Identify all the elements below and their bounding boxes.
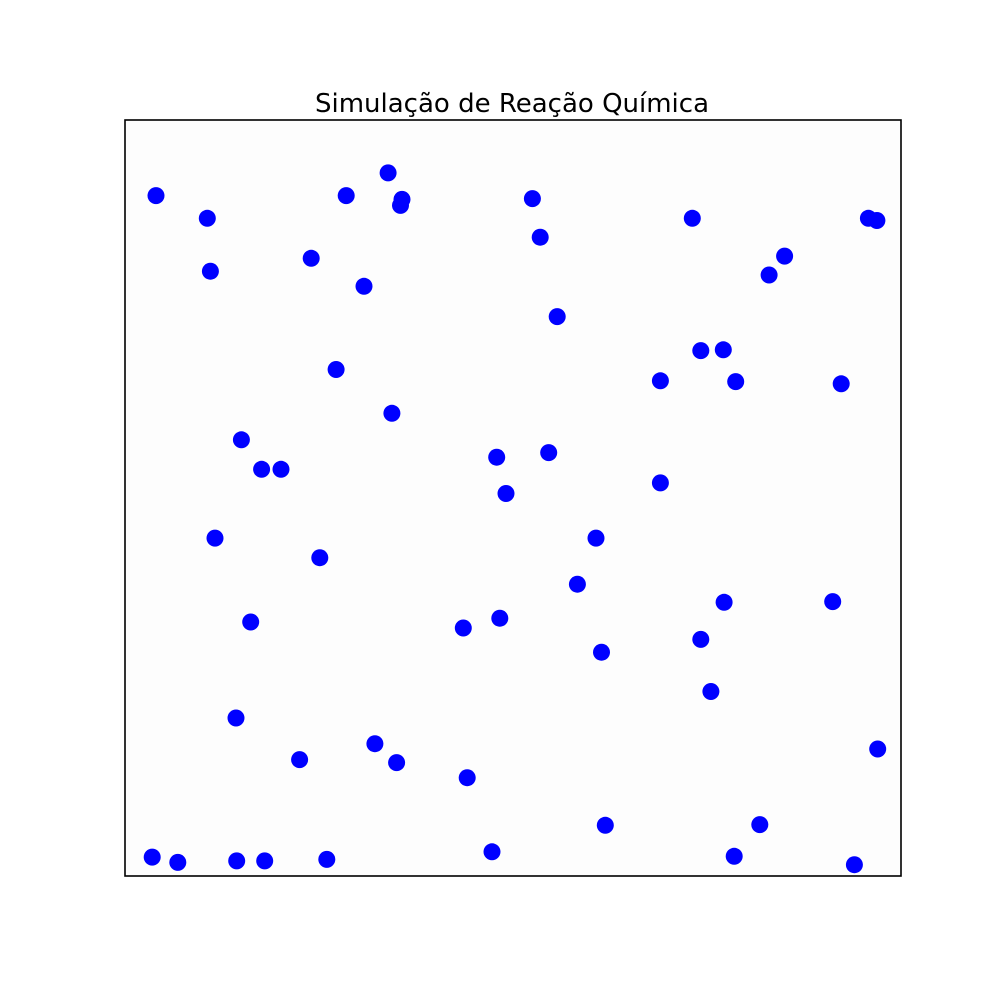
data-point	[454, 619, 472, 637]
data-point	[869, 740, 887, 758]
data-point	[483, 843, 501, 861]
chart-title: Simulação de Reação Química	[315, 89, 709, 119]
data-point	[651, 474, 669, 492]
data-point	[143, 848, 161, 866]
data-point	[242, 613, 260, 631]
data-point	[845, 856, 863, 874]
data-point	[388, 754, 406, 772]
data-point	[824, 593, 842, 611]
data-point	[355, 277, 373, 295]
data-point	[366, 735, 384, 753]
data-point	[206, 529, 224, 547]
data-point	[169, 853, 187, 871]
data-point	[776, 247, 794, 265]
data-point	[291, 751, 309, 769]
data-point	[232, 431, 250, 449]
data-point	[488, 448, 506, 466]
data-point	[651, 372, 669, 390]
data-point	[751, 816, 769, 834]
data-point	[832, 375, 850, 393]
data-point	[593, 643, 610, 661]
data-point	[392, 196, 409, 214]
data-point	[497, 485, 515, 502]
data-point	[548, 308, 566, 326]
data-point	[147, 187, 165, 205]
data-point	[256, 852, 274, 870]
data-point	[272, 460, 290, 478]
data-point	[725, 847, 743, 865]
data-point	[760, 266, 778, 284]
data-point	[327, 361, 345, 378]
data-point	[702, 683, 720, 700]
data-point	[868, 212, 886, 229]
data-point	[383, 404, 401, 422]
data-point	[692, 630, 710, 648]
data-point	[596, 816, 614, 834]
data-point	[253, 460, 271, 478]
data-point	[523, 190, 541, 208]
data-point	[458, 769, 476, 787]
data-point	[379, 164, 397, 182]
data-point	[201, 262, 219, 280]
data-point	[302, 249, 320, 267]
data-point	[318, 850, 336, 868]
data-point	[714, 341, 732, 359]
data-point	[311, 549, 329, 567]
data-point	[337, 187, 355, 205]
data-point	[692, 342, 710, 360]
data-point	[491, 609, 509, 627]
data-points	[143, 164, 887, 874]
data-point	[540, 444, 558, 462]
data-point	[587, 529, 605, 547]
data-point	[715, 593, 733, 611]
data-point	[227, 709, 245, 727]
data-point	[198, 209, 216, 227]
data-point	[727, 373, 745, 391]
data-point	[683, 209, 701, 227]
data-point	[228, 852, 246, 870]
data-point	[531, 228, 549, 246]
data-point	[568, 575, 586, 593]
